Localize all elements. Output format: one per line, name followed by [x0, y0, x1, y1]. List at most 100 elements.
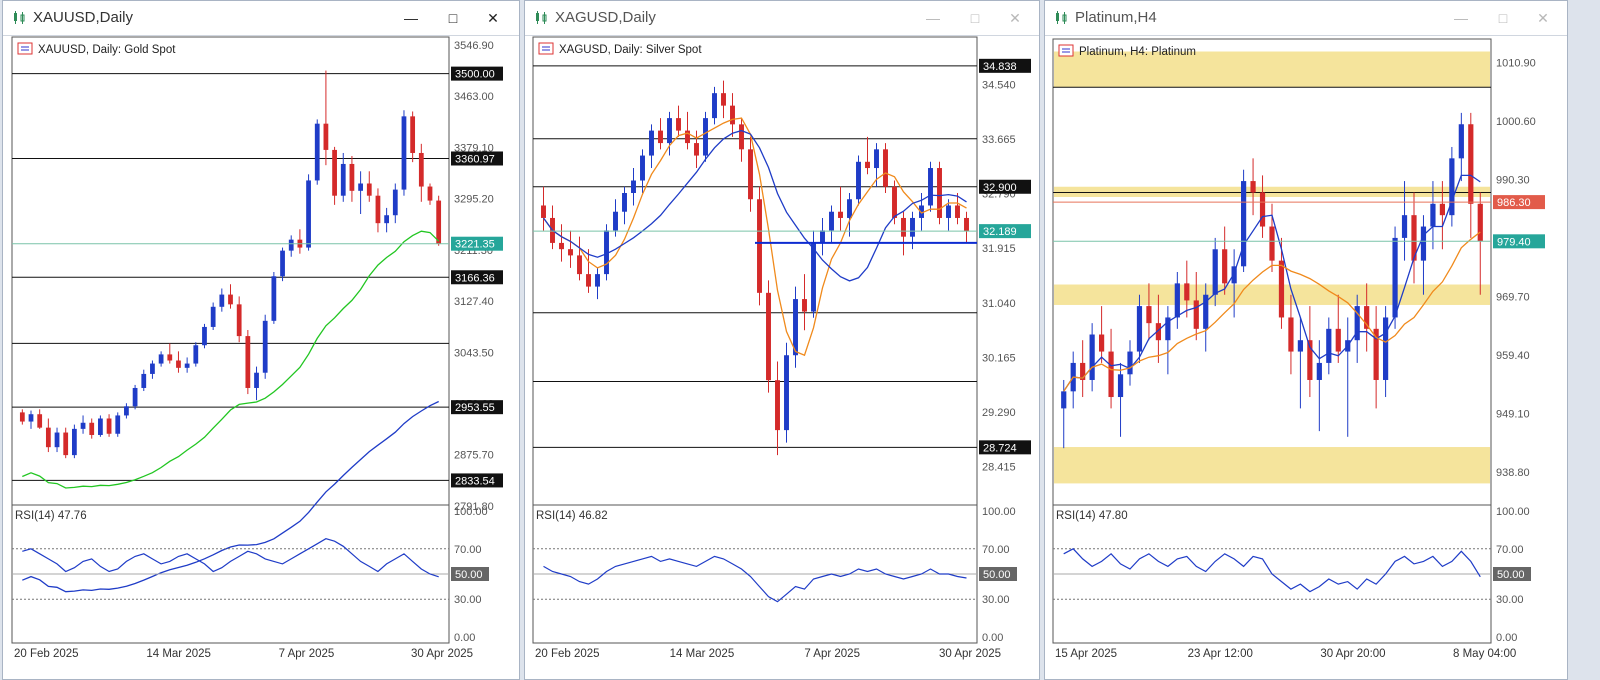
price-tick-label: 2875.70	[454, 450, 494, 462]
candle-body	[730, 105, 735, 125]
close-icon[interactable]: ✕	[487, 10, 499, 26]
level-price-tag	[451, 66, 503, 81]
price-tick-label: 3295.20	[454, 194, 494, 206]
candle-body	[739, 124, 744, 150]
level-price-label: 2953.55	[455, 402, 495, 414]
chart-window-platinum[interactable]: Platinum,H4 ― □ ✕ 1010.90 1000.60 990.30 96…	[1044, 0, 1568, 680]
close-icon[interactable]: ✕	[1009, 10, 1021, 26]
candle-body	[883, 149, 888, 187]
candle-body	[1477, 203, 1483, 242]
rsi-tick-label: 100.00	[454, 506, 488, 518]
candle-body	[184, 363, 190, 368]
maximize-icon[interactable]: □	[970, 10, 980, 26]
candle-body	[176, 360, 181, 368]
candle-body	[19, 412, 25, 422]
support-resistance-zone	[1054, 51, 1490, 88]
level-price-label: 32.900	[983, 182, 1017, 194]
current-price-label: 3221.35	[455, 239, 495, 251]
candle-body	[45, 427, 51, 448]
candle-body	[37, 414, 43, 428]
candle-body	[1401, 215, 1408, 238]
chart-window-gold[interactable]: XAUUSD,Daily ― □ ✕ 3546.90 3463.00 3379.10…	[2, 0, 520, 680]
rsi-tick-label: 30.00	[454, 594, 482, 606]
candle-body	[384, 215, 390, 224]
rsi-label: RSI(14) 47.80	[1056, 510, 1128, 522]
price-tick-label: 1000.60	[1496, 116, 1536, 128]
candle-body	[820, 230, 825, 243]
candle-body	[1278, 260, 1285, 318]
candle-body	[838, 211, 843, 218]
rsi-tick-label: 30.00	[1496, 594, 1524, 606]
candle-body	[158, 354, 164, 364]
candle-body	[1430, 203, 1436, 227]
level-price-tag	[451, 400, 503, 415]
candle-body	[748, 149, 753, 200]
price-tick-label: 938.80	[1496, 467, 1530, 479]
x-axis-date-label: 20 Feb 2025	[14, 648, 79, 660]
minimize-icon[interactable]: ―	[926, 10, 940, 26]
candle-body	[757, 199, 762, 293]
x-axis-date-label: 30 Apr 2025	[939, 648, 1001, 660]
minimize-icon[interactable]: ―	[404, 10, 418, 26]
price-chart[interactable]: 34.54033.66532.79031.91531.04030.16529.2…	[525, 35, 1039, 679]
candle-body	[874, 149, 879, 169]
maximize-icon[interactable]: □	[1498, 10, 1508, 26]
ma-slow-line	[22, 400, 439, 593]
chart-header-symbol: XAUUSD, Daily: Gold Spot	[38, 44, 176, 56]
window-titlebar[interactable]: XAUUSD,Daily ― □ ✕	[3, 1, 519, 36]
main-plot-frame	[532, 36, 978, 506]
price-tick-label: 3043.50	[454, 347, 494, 359]
rsi-tick-label: 0.00	[1496, 632, 1517, 644]
candle-body	[1420, 226, 1427, 261]
candle-body	[667, 118, 672, 144]
price-tick-label: 949.10	[1496, 409, 1530, 421]
price-chart[interactable]: 1010.90 1000.60 990.30 969.70 959.40 949.10 93…	[1045, 35, 1567, 679]
close-icon[interactable]: ✕	[1537, 10, 1549, 26]
window-titlebar[interactable]: XAGUSD,Daily ― □ ✕	[525, 1, 1039, 36]
candle-body	[937, 168, 942, 218]
candle-body	[946, 205, 951, 218]
candle-body	[262, 320, 268, 373]
minimize-icon[interactable]: ―	[1454, 10, 1468, 26]
candle-body	[366, 183, 372, 196]
candle-body	[568, 249, 573, 256]
candle-body	[314, 123, 320, 181]
window-titlebar[interactable]: Platinum,H4 ― □ ✕	[1045, 1, 1567, 36]
candle-body	[228, 294, 233, 305]
level-price-tag	[451, 473, 503, 488]
candle-body	[559, 242, 564, 250]
maximize-icon[interactable]: □	[448, 10, 458, 26]
candle-body	[1146, 306, 1152, 324]
price-tick-label: 3463.00	[454, 91, 494, 103]
candle-body	[901, 217, 906, 237]
candle-body	[856, 161, 861, 200]
candle-body	[1297, 340, 1304, 352]
rsi-level-tag	[451, 567, 489, 581]
candle-body	[193, 345, 199, 364]
candle-body	[306, 180, 311, 248]
candle-body	[1127, 351, 1133, 375]
price-tick-label: 3127.40	[454, 296, 494, 308]
ma-fast-line	[542, 117, 967, 357]
candle-body	[1231, 266, 1237, 284]
candle-body	[1373, 328, 1379, 380]
resistance-price-label: 986.30	[1497, 197, 1531, 209]
candle-body	[649, 130, 654, 156]
price-chart[interactable]: 3546.90 3463.00 3379.10 3295.20 3211.30 3127.…	[3, 35, 519, 679]
candle-body	[622, 193, 627, 212]
rsi-level-label: 50.00	[1497, 569, 1525, 581]
price-tick-label: 990.30	[1496, 174, 1530, 186]
candle-body	[541, 205, 546, 218]
symbol-header-icon	[538, 42, 554, 55]
candle-body	[703, 118, 708, 156]
candle-body	[712, 93, 717, 119]
candle-body	[124, 406, 129, 416]
price-tick-label: 3546.90	[454, 40, 494, 52]
candle-body	[676, 118, 681, 131]
candle-body	[919, 205, 924, 218]
candle-body	[375, 195, 381, 224]
candlestick-chart-icon	[1056, 11, 1067, 24]
chart-window-silver[interactable]: XAGUSD,Daily ― □ ✕ 34.540 33.665 32.790 31.…	[524, 0, 1040, 680]
candle-body	[288, 239, 294, 251]
rsi-level-tag	[1493, 567, 1531, 581]
